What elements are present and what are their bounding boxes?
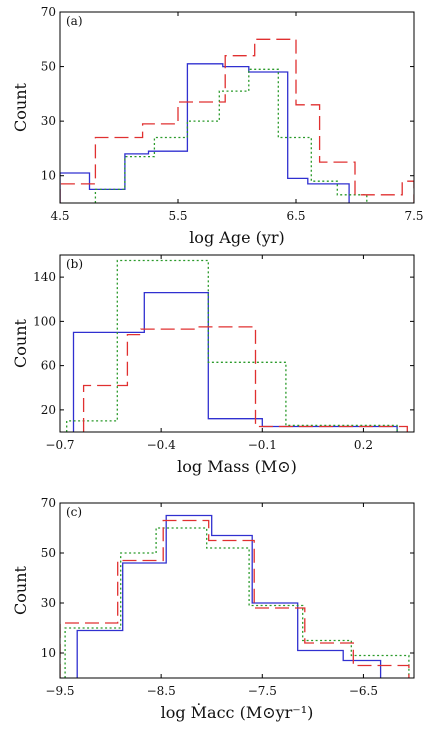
y-tick-label: 50: [41, 546, 56, 560]
y-tick-label: 30: [41, 114, 56, 128]
plot-frame: [59, 502, 415, 679]
panel-letter: (a): [66, 14, 83, 28]
x-tick-label: −9.5: [45, 684, 74, 698]
plot-frame: [59, 254, 415, 433]
y-tick-label: 20: [41, 403, 56, 417]
x-tick-label: −7.5: [248, 684, 277, 698]
series-solid-line: [76, 514, 382, 678]
panel-letter: (b): [66, 257, 83, 271]
y-tick-label: 10: [41, 646, 56, 660]
plot-frame: [59, 11, 415, 204]
y-tick-label: 30: [41, 596, 56, 610]
x-tick-label: −0.1: [248, 438, 277, 452]
y-tick-label: 10: [41, 169, 56, 183]
x-tick-label: 7.5: [404, 209, 423, 223]
panel-1: 4.5 5.5 6.5 7.5 10 30 50 70 (a) log Age (yr) Count: [11, 5, 424, 247]
x-axis-label: log Mass (M⊙): [177, 457, 297, 476]
y-axis-label: Count: [11, 565, 30, 614]
panel-2: −0.7 −0.4 −0.1 0.2 20 60 100 140 (b) log Mass (M⊙…: [11, 254, 415, 476]
x-tick-label: −0.7: [45, 438, 74, 452]
panel-letter: (c): [66, 505, 82, 519]
y-tick-label: 60: [41, 359, 56, 373]
x-tick-label: −0.4: [147, 438, 177, 452]
y-tick-label: 100: [33, 314, 56, 328]
y-tick-label: 70: [41, 496, 56, 510]
series-dotted-line: [94, 68, 368, 203]
x-tick-label: 4.5: [50, 209, 69, 223]
x-tick-label: 6.5: [286, 209, 305, 223]
y-axis-label: Count: [11, 318, 30, 367]
x-axis-label: log Ṁacc (M⊙yr⁻¹): [161, 702, 314, 722]
series-solid-line: [60, 63, 350, 203]
x-axis-label: log Age (yr): [189, 228, 285, 247]
series-dotted-line: [66, 259, 398, 432]
y-tick-label: 140: [33, 270, 56, 284]
x-tick-label: −8.5: [147, 684, 176, 698]
x-tick-label: −6.5: [349, 684, 378, 698]
series-dashed-line: [60, 519, 410, 678]
y-tick-label: 50: [41, 60, 56, 74]
series-dashed-line: [82, 326, 408, 432]
x-tick-label: 5.5: [168, 209, 187, 223]
x-tick-label: 0.2: [354, 438, 373, 452]
y-axis-label: Count: [11, 82, 30, 131]
series-dashed-line: [60, 38, 414, 203]
series-dotted-line: [64, 527, 410, 678]
y-tick-label: 70: [41, 5, 56, 19]
panel-3: −9.5 −8.5 −7.5 −6.5 10 30 50 70 (c) log Ṁacc (M⊙y…: [11, 496, 415, 722]
